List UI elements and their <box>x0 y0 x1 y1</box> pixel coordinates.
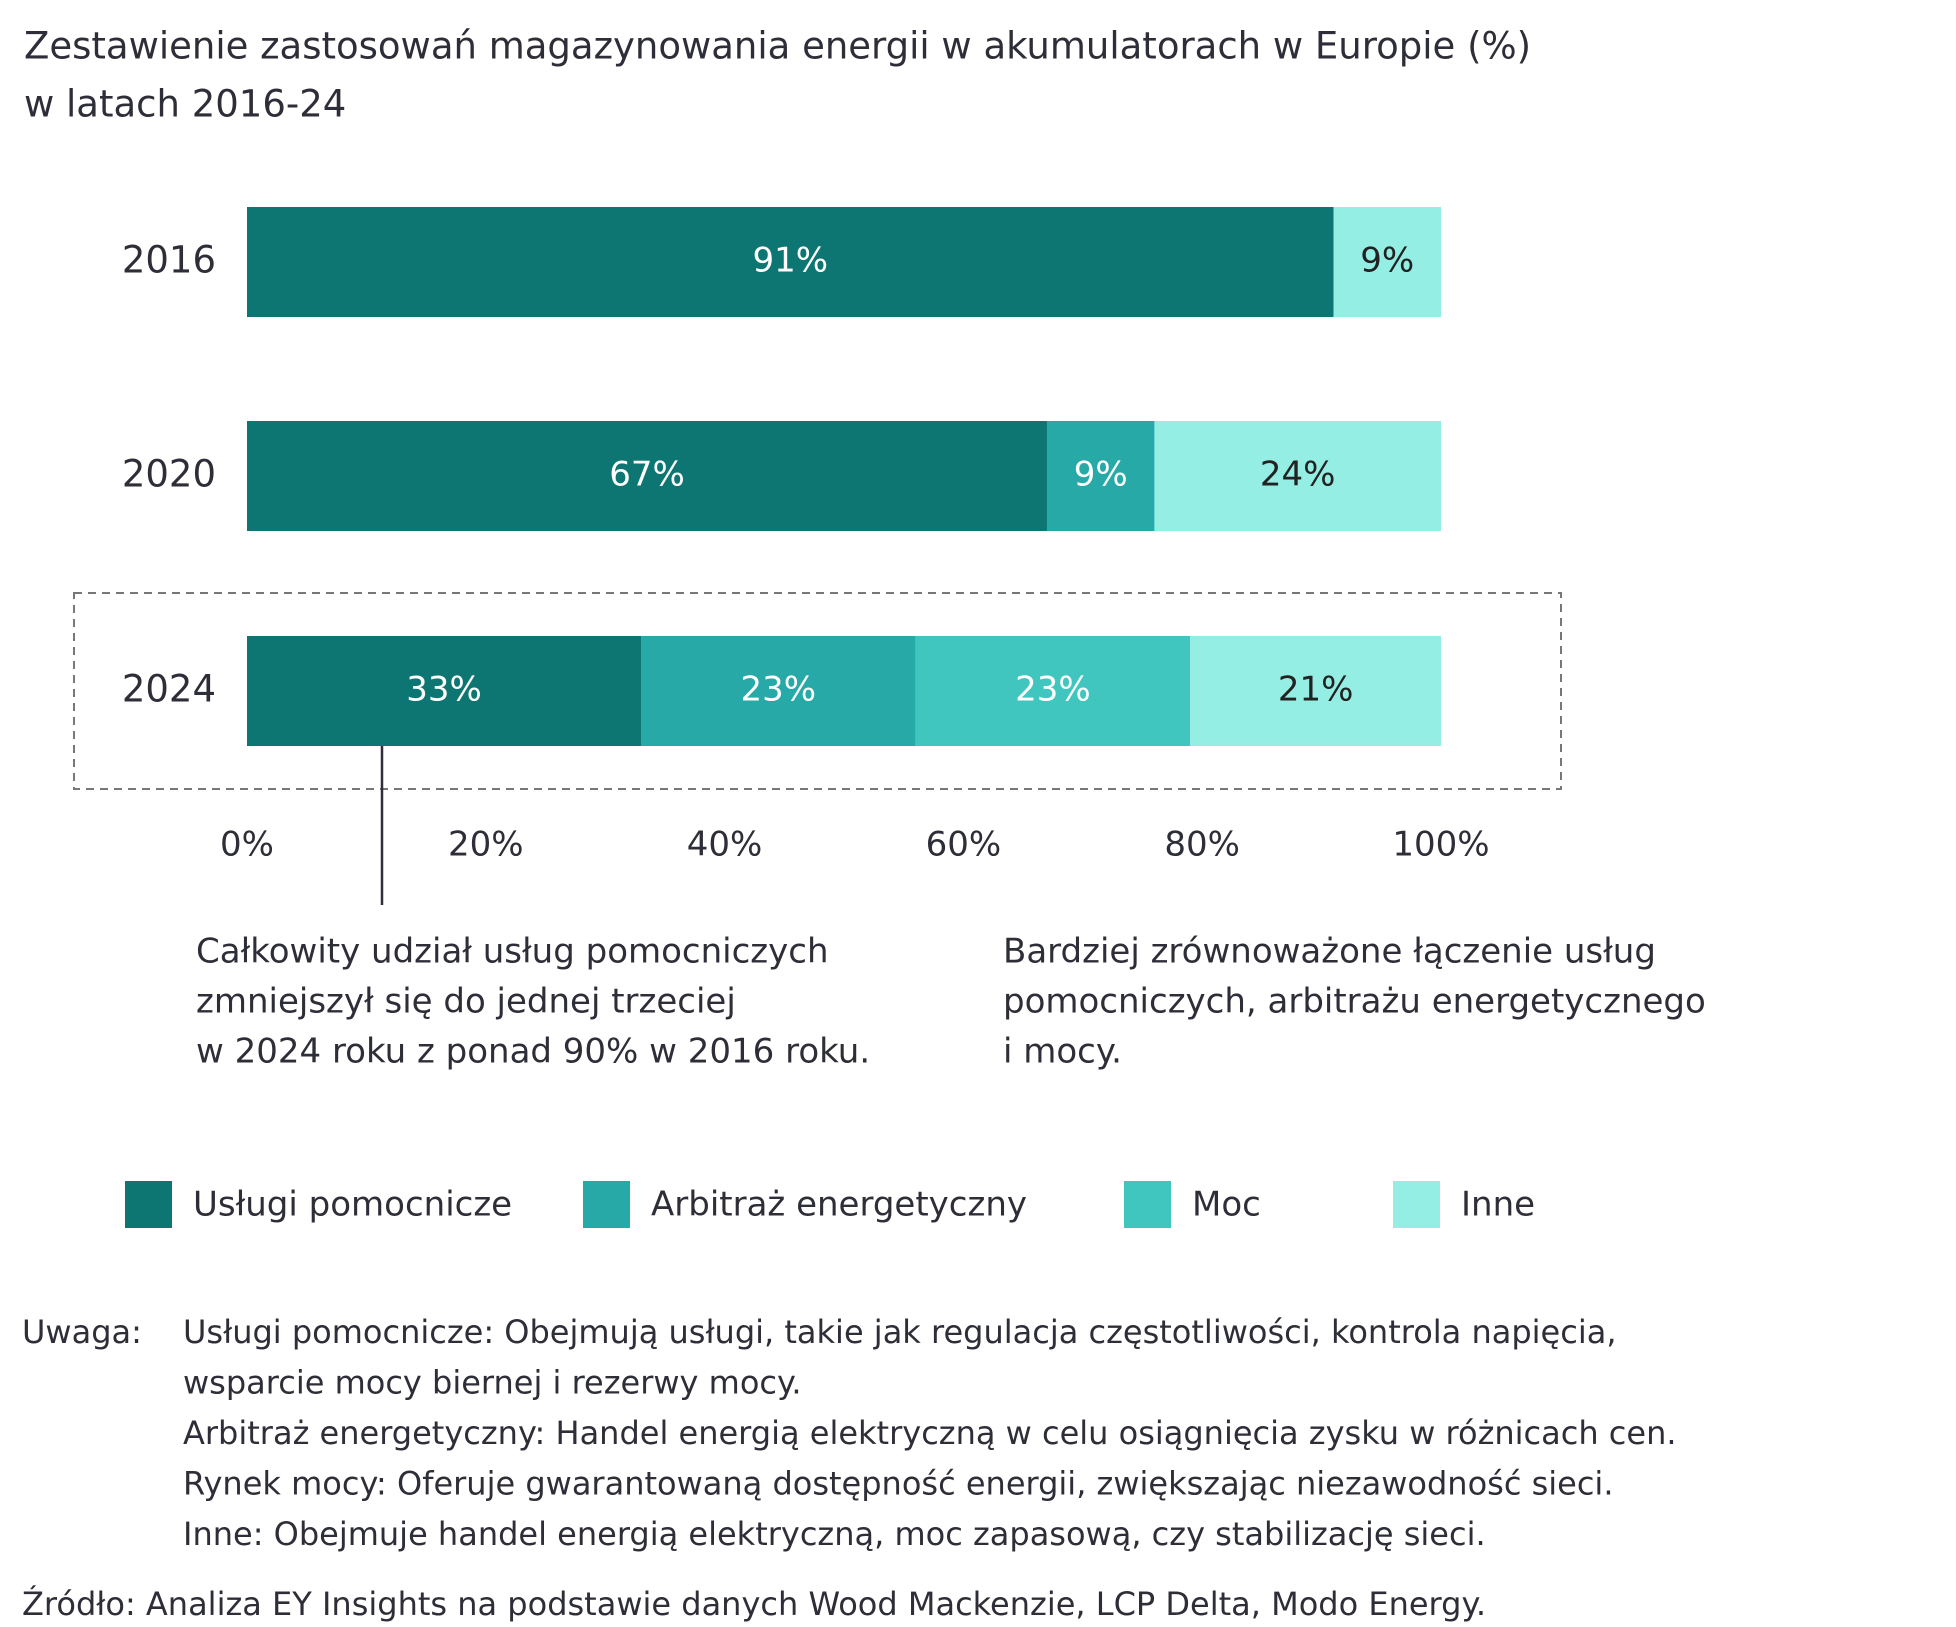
bar-segment <box>641 636 916 746</box>
x-tick-label: 20% <box>448 825 524 865</box>
data-label: 24% <box>1260 455 1336 495</box>
bar-segment <box>247 207 1334 317</box>
bar-segment <box>915 636 1191 746</box>
data-label: 67% <box>609 455 685 495</box>
note-text: Arbitraż energetyczny: Handel energią el… <box>183 1414 1677 1452</box>
y-tick-label: 2016 <box>122 239 216 282</box>
data-label: 91% <box>752 241 828 281</box>
legend-swatch <box>125 1181 172 1228</box>
data-label: 23% <box>741 670 817 710</box>
chart-title: Zestawienie zastosowań magazynowania ene… <box>24 25 1531 68</box>
chart-title: w latach 2016-24 <box>24 83 346 126</box>
legend-swatch <box>583 1181 630 1228</box>
legend-label: Arbitraż energetyczny <box>651 1185 1027 1225</box>
x-tick-label: 80% <box>1164 825 1240 865</box>
x-tick-label: 100% <box>1392 825 1489 865</box>
note-text: Rynek mocy: Oferuje gwarantowaną dostępn… <box>183 1465 1613 1503</box>
data-label: 21% <box>1278 670 1354 710</box>
bar-segment <box>247 421 1047 531</box>
x-tick-label: 40% <box>687 825 763 865</box>
legend-swatch <box>1124 1181 1171 1228</box>
x-tick-label: 0% <box>220 825 274 865</box>
y-tick-label: 2024 <box>122 668 216 711</box>
annotation: w 2024 roku z ponad 90% w 2016 roku. <box>196 1032 870 1072</box>
legend-label: Usługi pomocnicze <box>193 1185 512 1225</box>
bar-segment <box>1046 421 1155 531</box>
annotation: zmniejszył się do jednej trzeciej <box>196 982 736 1022</box>
note-text: Inne: Obejmuje handel energią elektryczn… <box>183 1515 1486 1553</box>
source: Źródło: Analiza EY Insights na podstawie… <box>22 1585 1486 1623</box>
annotation: Bardziej zrównoważone łączenie usług <box>1003 932 1656 972</box>
legend-label: Inne <box>1461 1185 1535 1225</box>
data-label: 9% <box>1360 241 1414 281</box>
note-text: Usługi pomocnicze: Obejmują usługi, taki… <box>183 1313 1617 1351</box>
note-label: Uwaga: <box>22 1313 142 1351</box>
bar-segment <box>1154 421 1441 531</box>
data-label: 9% <box>1074 455 1128 495</box>
x-tick-label: 60% <box>926 825 1002 865</box>
bar-segment <box>1190 636 1441 746</box>
bar-segment <box>247 636 642 746</box>
annotation: i mocy. <box>1003 1032 1122 1072</box>
highlight-box <box>73 592 1562 790</box>
legend-swatch <box>1393 1181 1440 1228</box>
annotation: pomocniczych, arbitrażu energetycznego <box>1003 982 1706 1022</box>
legend-label: Moc <box>1192 1185 1261 1225</box>
note-text: wsparcie mocy biernej i rezerwy mocy. <box>183 1364 802 1402</box>
data-label: 23% <box>1015 670 1091 710</box>
y-tick-label: 2020 <box>122 453 216 496</box>
annotation: Całkowity udział usług pomocniczych <box>196 932 829 972</box>
data-label: 33% <box>406 670 482 710</box>
bar-segment <box>1333 207 1441 317</box>
